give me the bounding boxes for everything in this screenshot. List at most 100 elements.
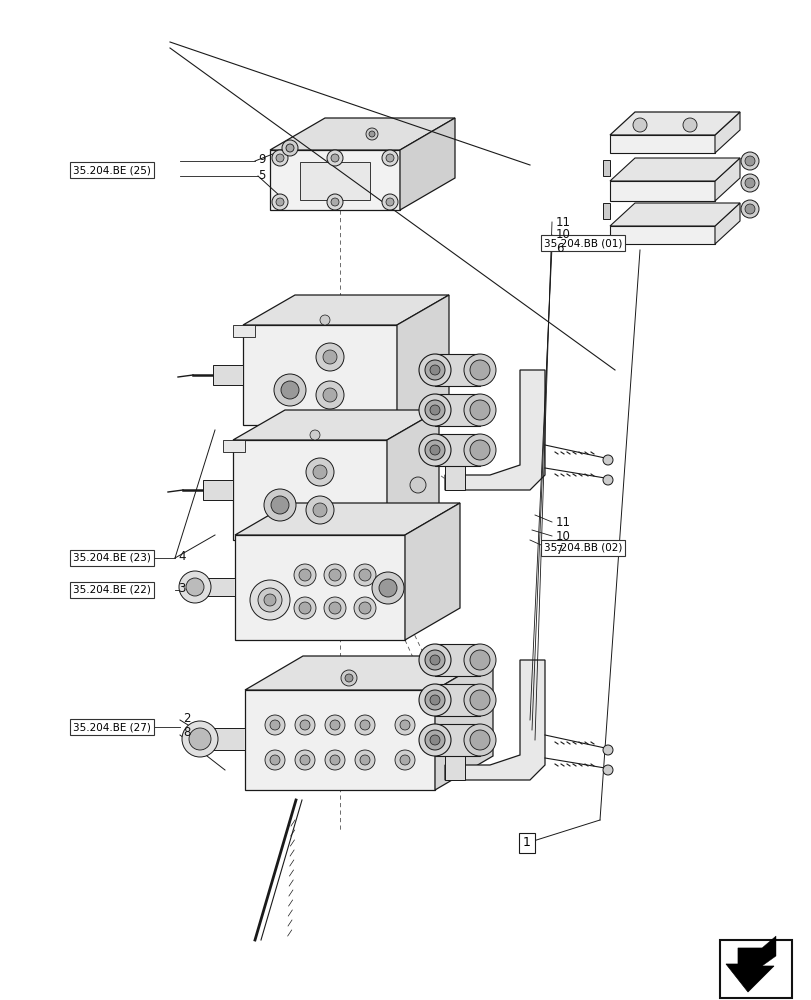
- Circle shape: [329, 720, 340, 730]
- Circle shape: [306, 496, 333, 524]
- Circle shape: [294, 597, 315, 619]
- Polygon shape: [233, 325, 255, 337]
- Circle shape: [272, 194, 288, 210]
- Text: 35.204.BB (01): 35.204.BB (01): [543, 238, 621, 248]
- Circle shape: [744, 178, 754, 188]
- Circle shape: [285, 144, 294, 152]
- Circle shape: [430, 655, 440, 665]
- Polygon shape: [204, 728, 245, 750]
- Circle shape: [470, 400, 489, 420]
- Polygon shape: [435, 684, 479, 716]
- Circle shape: [359, 720, 370, 730]
- Circle shape: [264, 489, 296, 521]
- Polygon shape: [444, 370, 544, 490]
- Circle shape: [359, 755, 370, 765]
- Circle shape: [368, 131, 375, 137]
- Polygon shape: [603, 203, 609, 219]
- Circle shape: [324, 750, 345, 770]
- Circle shape: [366, 128, 378, 140]
- Circle shape: [419, 362, 436, 378]
- Circle shape: [294, 750, 315, 770]
- Circle shape: [603, 475, 612, 485]
- Circle shape: [463, 354, 496, 386]
- Polygon shape: [435, 354, 479, 386]
- Polygon shape: [714, 203, 739, 244]
- Polygon shape: [609, 181, 714, 201]
- Circle shape: [281, 381, 298, 399]
- Circle shape: [328, 602, 341, 614]
- Polygon shape: [435, 434, 479, 466]
- Circle shape: [272, 150, 288, 166]
- Polygon shape: [387, 410, 439, 540]
- Circle shape: [463, 724, 496, 756]
- Circle shape: [633, 118, 646, 132]
- Circle shape: [178, 571, 211, 603]
- Circle shape: [470, 650, 489, 670]
- Text: 35.204.BE (23): 35.204.BE (23): [73, 553, 151, 563]
- Circle shape: [470, 360, 489, 380]
- Text: 11: 11: [556, 516, 570, 528]
- Circle shape: [328, 569, 341, 581]
- Circle shape: [418, 434, 450, 466]
- Circle shape: [258, 588, 281, 612]
- Circle shape: [740, 152, 758, 170]
- Circle shape: [264, 715, 285, 735]
- Text: 7: 7: [556, 544, 563, 556]
- Circle shape: [264, 594, 276, 606]
- Circle shape: [331, 154, 338, 162]
- Circle shape: [744, 156, 754, 166]
- Polygon shape: [435, 724, 479, 756]
- Circle shape: [424, 440, 444, 460]
- Circle shape: [320, 315, 329, 325]
- Circle shape: [418, 394, 450, 426]
- Circle shape: [299, 720, 310, 730]
- Polygon shape: [299, 162, 370, 200]
- Circle shape: [189, 728, 211, 750]
- Circle shape: [682, 118, 696, 132]
- Polygon shape: [714, 112, 739, 153]
- Circle shape: [470, 690, 489, 710]
- Circle shape: [430, 735, 440, 745]
- Circle shape: [294, 715, 315, 735]
- Polygon shape: [200, 578, 234, 596]
- Polygon shape: [609, 135, 714, 153]
- Circle shape: [281, 140, 298, 156]
- Polygon shape: [761, 936, 775, 966]
- Circle shape: [341, 670, 357, 686]
- Circle shape: [312, 465, 327, 479]
- Circle shape: [394, 750, 414, 770]
- Polygon shape: [270, 118, 454, 150]
- Text: 5: 5: [258, 169, 265, 182]
- Circle shape: [276, 154, 284, 162]
- Circle shape: [182, 721, 217, 757]
- Circle shape: [410, 477, 426, 493]
- Circle shape: [354, 564, 375, 586]
- Circle shape: [345, 674, 353, 682]
- Circle shape: [298, 569, 311, 581]
- Circle shape: [424, 730, 444, 750]
- Polygon shape: [242, 325, 397, 425]
- Polygon shape: [714, 158, 739, 201]
- Circle shape: [294, 564, 315, 586]
- Circle shape: [424, 650, 444, 670]
- Text: 10: 10: [556, 530, 570, 542]
- Circle shape: [327, 194, 342, 210]
- Polygon shape: [725, 948, 773, 992]
- Polygon shape: [444, 440, 465, 490]
- Polygon shape: [609, 112, 739, 135]
- Text: 10: 10: [556, 229, 570, 241]
- Polygon shape: [212, 365, 242, 385]
- Circle shape: [463, 644, 496, 676]
- Circle shape: [463, 434, 496, 466]
- Polygon shape: [223, 440, 245, 452]
- Text: 35.204.BB (02): 35.204.BB (02): [543, 543, 621, 553]
- Polygon shape: [233, 410, 439, 440]
- Polygon shape: [405, 503, 460, 640]
- Circle shape: [324, 715, 345, 735]
- Circle shape: [470, 730, 489, 750]
- Circle shape: [276, 198, 284, 206]
- Circle shape: [315, 343, 344, 371]
- Circle shape: [310, 430, 320, 440]
- Circle shape: [418, 724, 450, 756]
- Polygon shape: [435, 644, 479, 676]
